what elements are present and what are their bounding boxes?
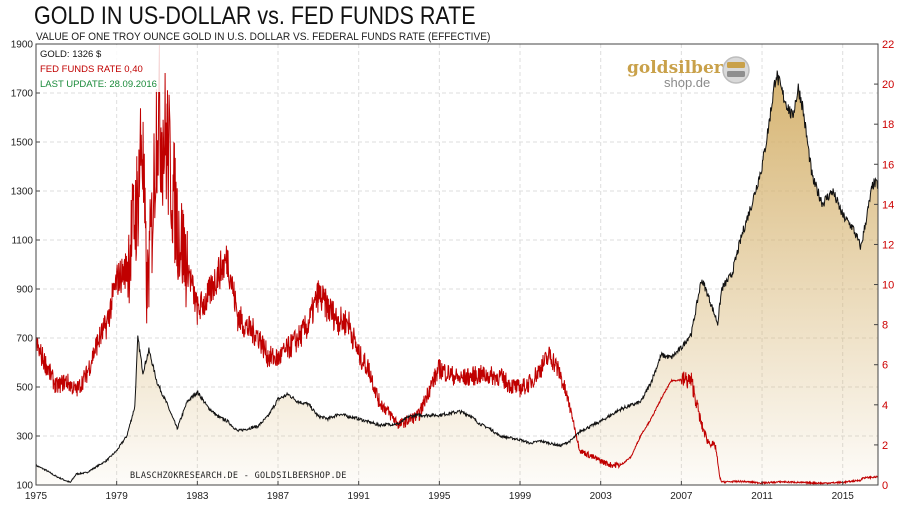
right-tick-label: 2 [882, 440, 888, 452]
legend-update: LAST UPDATE: 28.09.2016 [40, 79, 157, 90]
x-tick-label: 1979 [106, 491, 129, 502]
right-tick-label: 6 [882, 360, 888, 372]
legend-box [37, 45, 163, 92]
right-tick-label: 20 [882, 79, 894, 91]
left-tick-label: 700 [16, 334, 33, 345]
x-tick-label: 2003 [590, 491, 613, 502]
gold-area-layer [36, 70, 878, 485]
gold-line-layer [36, 70, 878, 484]
brand-name: goldsilber [627, 58, 724, 78]
plot-frame [35, 43, 879, 486]
brand-domain: shop.de [664, 75, 710, 90]
gold-area [36, 70, 878, 485]
chart-subtitle: VALUE OF ONE TROY OUNCE GOLD IN U.S. DOL… [36, 31, 491, 43]
left-axis-ticks: 100 300 500 700 900 1100 1300 1500 1700 1900 [11, 40, 40, 492]
legend-gold: GOLD: 1326 $ [40, 49, 102, 60]
x-tick-label: 2011 [751, 491, 773, 502]
left-tick-label: 1300 [11, 187, 34, 198]
x-tick-label: 2007 [670, 491, 693, 502]
x-tick-label: 2015 [832, 491, 855, 502]
right-tick-label: 18 [882, 119, 894, 131]
x-tick-label: 1987 [267, 491, 290, 502]
fed-line-layer [36, 45, 878, 485]
left-tick-label: 1100 [11, 236, 33, 247]
left-tick-label: 1900 [11, 40, 34, 51]
right-tick-label: 10 [882, 280, 894, 292]
brand-logo: goldsilber shop.de [627, 56, 750, 90]
left-tick-label: 100 [16, 481, 33, 492]
gold-price-line [36, 70, 878, 484]
left-tick-label: 1500 [11, 138, 34, 149]
x-tick-label: 1983 [186, 491, 209, 502]
right-tick-label: 0 [882, 480, 888, 492]
right-tick-label: 22 [882, 39, 894, 51]
right-axis-ticks: 0 2 4 6 8 10 12 14 16 18 20 22 [874, 39, 894, 492]
x-tick-label: 1999 [509, 491, 532, 502]
x-tick-label: 1995 [428, 491, 451, 502]
x-tick-label: 1975 [25, 491, 48, 502]
x-axis-ticks: 1975 1979 1983 1987 1991 1995 1999 2003 2007 2011… [25, 481, 854, 502]
chart-title: GOLD IN US-DOLLAR vs. FED FUNDS RATE [34, 2, 476, 30]
right-tick-label: 14 [882, 199, 894, 211]
legend-fed: FED FUNDS RATE 0,40 [40, 64, 143, 75]
x-tick-label: 1991 [348, 491, 371, 502]
right-tick-label: 16 [882, 159, 894, 171]
left-tick-label: 300 [16, 432, 33, 443]
right-tick-label: 4 [882, 400, 888, 412]
left-tick-label: 900 [16, 285, 33, 296]
left-tick-label: 1700 [11, 89, 34, 100]
brand-coin-icon [722, 56, 750, 84]
fed-funds-line [36, 45, 878, 485]
left-tick-label: 500 [16, 383, 33, 394]
right-tick-label: 12 [882, 239, 894, 251]
credit-text: BLASCHZOKRESEARCH.DE - GOLDSILBERSHOP.DE [130, 471, 347, 481]
right-tick-label: 8 [882, 320, 888, 332]
